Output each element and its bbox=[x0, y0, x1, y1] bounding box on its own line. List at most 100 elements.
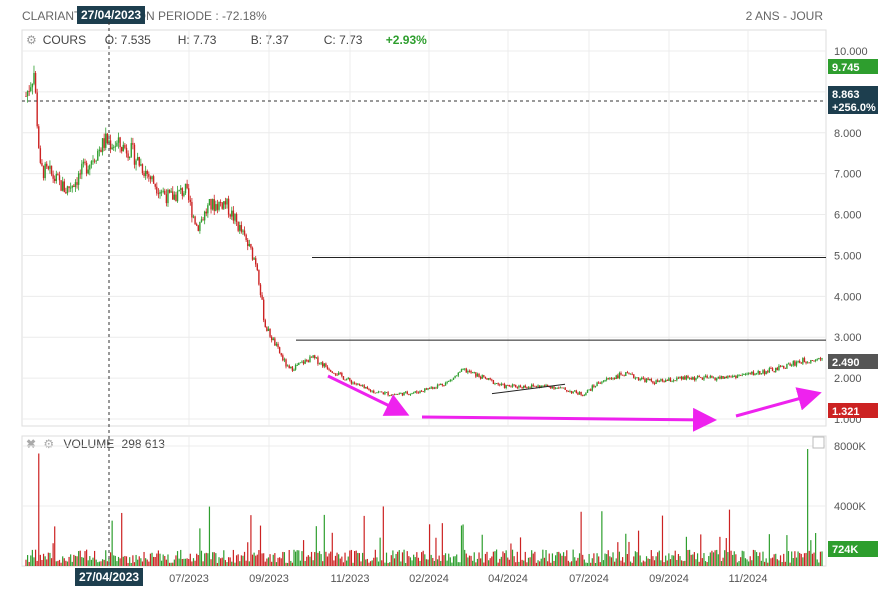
volume-bar bbox=[547, 561, 549, 566]
volume-bar bbox=[336, 552, 338, 566]
volume-bar bbox=[724, 550, 726, 566]
candle-body bbox=[106, 133, 109, 144]
candle-body bbox=[216, 204, 219, 210]
volume-bar bbox=[555, 555, 557, 566]
candle-body bbox=[41, 162, 43, 166]
candle-body bbox=[762, 370, 764, 374]
volume-bar bbox=[657, 552, 659, 566]
candle-body bbox=[522, 385, 525, 389]
volume-bar bbox=[800, 553, 802, 566]
candle-body bbox=[341, 372, 343, 377]
volume-bar bbox=[736, 562, 739, 566]
candle-body bbox=[786, 364, 788, 369]
volume-bar bbox=[503, 553, 506, 566]
volume-bar bbox=[113, 555, 115, 566]
volume-bar bbox=[342, 562, 345, 566]
candle-body bbox=[487, 378, 490, 380]
volume-bar bbox=[400, 561, 402, 566]
volume-bar bbox=[716, 549, 718, 566]
volume-bar bbox=[97, 562, 99, 566]
volume-bar bbox=[156, 553, 158, 566]
candle-body bbox=[243, 230, 246, 235]
volume-bar bbox=[516, 551, 518, 566]
volume-bar bbox=[792, 558, 794, 566]
volume-bar bbox=[106, 561, 108, 566]
volume-bar bbox=[495, 549, 498, 566]
volume-bar bbox=[145, 558, 147, 566]
volume-bar bbox=[141, 561, 144, 566]
candle-body bbox=[428, 388, 431, 390]
volume-bar bbox=[261, 553, 263, 566]
volume-bar bbox=[258, 550, 260, 566]
candle-body bbox=[687, 376, 689, 379]
volume-bar bbox=[320, 554, 322, 566]
candle-body bbox=[322, 362, 324, 367]
candle-body bbox=[460, 369, 463, 372]
candle-body bbox=[30, 87, 32, 91]
candle-body bbox=[483, 375, 485, 377]
volume-bar bbox=[315, 526, 317, 566]
volume-bar bbox=[641, 562, 643, 566]
candle-body bbox=[433, 387, 436, 389]
volume-bar bbox=[417, 557, 420, 566]
volume-bar bbox=[674, 550, 676, 566]
candle-body bbox=[213, 199, 215, 211]
settings-icon[interactable]: ⚙ bbox=[43, 437, 55, 451]
candle-body bbox=[285, 359, 287, 367]
volume-bar bbox=[279, 557, 281, 566]
volume-bar bbox=[105, 550, 107, 566]
candle-body bbox=[385, 392, 388, 394]
candle-body bbox=[792, 361, 794, 366]
volume-bar bbox=[821, 551, 823, 566]
volume-bar bbox=[197, 555, 199, 566]
candle-body bbox=[570, 391, 573, 393]
close-icon[interactable]: ✖ bbox=[26, 437, 37, 451]
volume-bar bbox=[519, 537, 522, 566]
candle-body bbox=[787, 363, 790, 365]
candle-body bbox=[666, 380, 668, 381]
candle-body bbox=[60, 180, 62, 191]
candle-body bbox=[314, 355, 316, 358]
volume-bar bbox=[369, 561, 372, 566]
candle-body bbox=[125, 147, 128, 154]
candle-body bbox=[283, 359, 286, 361]
candle-body bbox=[54, 178, 56, 181]
volume-bar bbox=[636, 552, 638, 566]
volume-bar bbox=[176, 551, 179, 566]
candle-body bbox=[90, 161, 93, 165]
volume-bar bbox=[502, 551, 504, 566]
candle-body bbox=[728, 375, 731, 377]
trend-arrows bbox=[327, 374, 822, 432]
volume-bar bbox=[539, 561, 541, 566]
time-tick-label: 07/2023 bbox=[169, 573, 209, 585]
candle-body bbox=[554, 388, 557, 389]
volume-bar bbox=[531, 550, 533, 566]
candle-body bbox=[176, 190, 179, 202]
candle-body bbox=[250, 243, 252, 248]
volume-bar bbox=[789, 562, 791, 566]
volume-bar bbox=[639, 555, 641, 566]
volume-bar bbox=[221, 557, 223, 566]
candle-body bbox=[371, 390, 373, 392]
volume-bar bbox=[550, 562, 552, 566]
period-label[interactable]: 2 ANS - JOUR bbox=[745, 9, 823, 23]
candle-body bbox=[709, 375, 712, 378]
volume-bar bbox=[199, 528, 201, 566]
candle-body bbox=[524, 385, 526, 388]
volume-bar bbox=[693, 552, 695, 566]
volume-bar bbox=[569, 562, 571, 566]
volume-bar bbox=[488, 560, 490, 566]
candle-body bbox=[261, 295, 263, 300]
volume-bar bbox=[376, 557, 378, 566]
candle-body bbox=[722, 376, 724, 379]
candle-body bbox=[154, 183, 156, 187]
volume-bar bbox=[543, 557, 546, 566]
volume-bar bbox=[615, 558, 617, 566]
candle-body bbox=[266, 327, 268, 332]
candle-body bbox=[401, 392, 404, 396]
volume-bar bbox=[660, 560, 662, 566]
gear-icon[interactable]: ⚙ bbox=[26, 33, 37, 47]
cursor-price-tag: +256.0% bbox=[832, 102, 876, 114]
volume-bar bbox=[500, 556, 502, 566]
